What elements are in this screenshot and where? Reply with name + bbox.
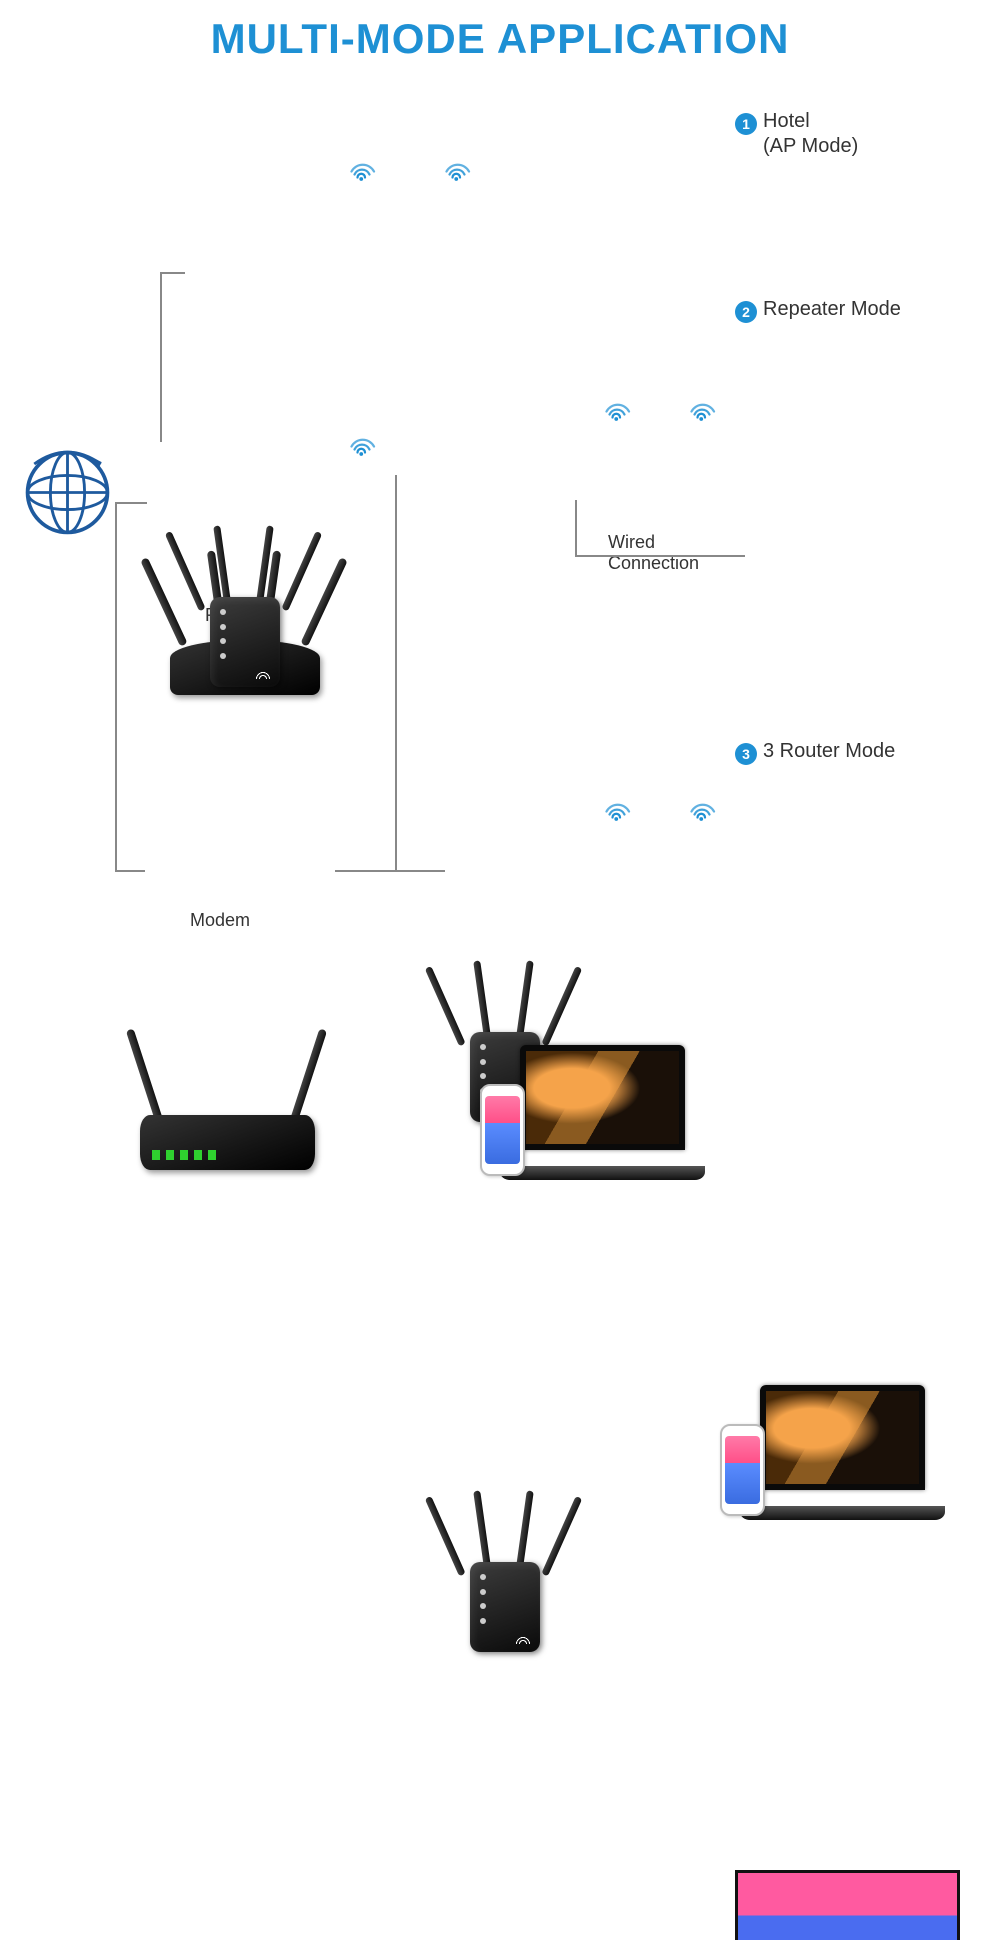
connection-line xyxy=(115,870,145,872)
connection-line xyxy=(160,272,162,442)
modem-label: Modem xyxy=(190,910,250,931)
wifi-signal-icon xyxy=(350,430,380,460)
badge-2: 2 xyxy=(735,301,757,323)
page-title: MULTI-MODE APPLICATION xyxy=(0,15,1000,63)
wifi-signal-icon xyxy=(605,795,635,825)
wifi-repeater-1 xyxy=(175,530,315,695)
phone-icon xyxy=(480,1084,525,1176)
connection-line xyxy=(115,502,147,504)
mode-label-2: 2Repeater Mode xyxy=(735,298,901,323)
connection-line xyxy=(115,502,117,872)
modem-device xyxy=(115,1010,335,1170)
wifi-repeater-3 xyxy=(435,1495,575,1660)
connection-line xyxy=(575,500,577,555)
globe-icon xyxy=(20,445,115,540)
connection-line xyxy=(395,475,397,870)
laptop-1 xyxy=(500,1045,705,1180)
mode-label-3: 33 Router Mode xyxy=(735,740,895,765)
badge-3: 3 xyxy=(735,743,757,765)
badge-1: 1 xyxy=(735,113,757,135)
wifi-signal-icon xyxy=(690,795,720,825)
wifi-signal-icon xyxy=(605,395,635,425)
wifi-signal-icon xyxy=(445,155,475,185)
connection-line xyxy=(575,555,745,557)
wifi-signal-icon xyxy=(690,395,720,425)
laptop-2 xyxy=(740,1385,945,1520)
wired-connection-label: Wired Connection xyxy=(608,532,699,573)
phone-icon xyxy=(720,1424,765,1516)
connection-line xyxy=(160,272,185,274)
tv-device xyxy=(735,1870,960,1940)
mode-label-1: 1Hotel (AP Mode) xyxy=(735,110,858,158)
wifi-signal-icon xyxy=(350,155,380,185)
connection-line xyxy=(335,870,445,872)
